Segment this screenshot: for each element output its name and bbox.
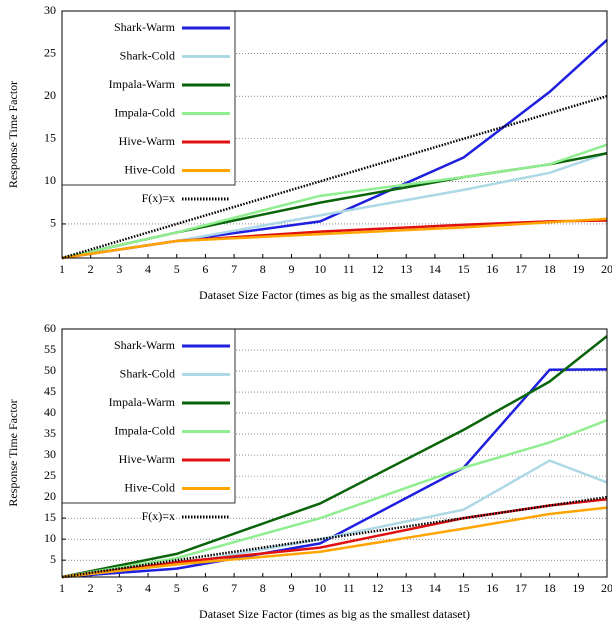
x-tick-label: 8	[260, 581, 266, 595]
plot-frame	[61, 10, 608, 259]
y-tick-label: 50	[44, 363, 56, 377]
y-tick-label: 25	[44, 468, 56, 482]
x-tick-label: 2	[88, 581, 94, 595]
x-tick-label: 12	[372, 581, 384, 595]
legend-label: Hive-Warm	[119, 134, 176, 148]
legend-label: Hive-Cold	[124, 480, 175, 494]
x-tick-label: 20	[601, 262, 612, 276]
x-tick-label: 2	[88, 262, 94, 276]
x-tick-label: 19	[572, 262, 584, 276]
series-line	[61, 217, 608, 260]
x-tick-label: 5	[174, 262, 180, 276]
series-line	[61, 495, 608, 579]
legend-label: Impala-Cold	[114, 105, 175, 119]
x-tick-label: 17	[515, 581, 527, 595]
x-tick-label: 3	[116, 262, 122, 276]
y-axis-label: Response Time Factor	[6, 81, 20, 188]
x-tick-label: 15	[458, 262, 470, 276]
x-tick-label: 11	[343, 262, 355, 276]
y-tick-label: 10	[44, 531, 56, 545]
x-tick-label: 15	[458, 581, 470, 595]
y-tick-label: 15	[44, 510, 56, 524]
x-tick-label: 12	[372, 262, 384, 276]
x-tick-label: 6	[202, 581, 208, 595]
legend-label: Shark-Warm	[114, 20, 176, 34]
x-tick-label: 16	[486, 581, 498, 595]
x-axis-label: Dataset Size Factor (times as big as the…	[199, 607, 470, 621]
legend-label: Shark-Cold	[120, 48, 175, 62]
legend-box	[61, 10, 236, 186]
legend-label: Hive-Warm	[119, 452, 176, 466]
y-tick-label: 30	[44, 447, 56, 461]
series-line	[61, 94, 608, 260]
legend-label: Impala-Cold	[114, 423, 175, 437]
y-tick-label: 55	[44, 342, 56, 356]
x-tick-label: 18	[544, 581, 556, 595]
x-tick-label: 10	[314, 581, 326, 595]
x-tick-label: 8	[260, 262, 266, 276]
x-tick-label: 14	[429, 262, 441, 276]
legend-label: Impala-Warm	[109, 77, 176, 91]
x-tick-label: 18	[544, 262, 556, 276]
x-tick-label: 10	[314, 262, 326, 276]
y-tick-label: 5	[50, 552, 56, 566]
legend-label: F(x)=x	[142, 191, 175, 205]
legend-label: F(x)=x	[142, 509, 175, 523]
x-tick-label: 20	[601, 581, 612, 595]
x-tick-label: 5	[174, 581, 180, 595]
series-line	[61, 368, 608, 579]
y-tick-label: 20	[44, 88, 56, 102]
plot-frame	[61, 328, 608, 578]
x-tick-label: 9	[288, 262, 294, 276]
legend-box	[61, 328, 236, 504]
x-tick-label: 14	[429, 581, 441, 595]
legend-label: Hive-Cold	[124, 162, 175, 176]
y-tick-label: 20	[44, 489, 56, 503]
legend-label: Impala-Warm	[109, 395, 176, 409]
y-tick-label: 40	[44, 405, 56, 419]
series-line	[61, 143, 608, 260]
x-tick-label: 7	[231, 262, 237, 276]
x-tick-label: 4	[145, 262, 151, 276]
series-line	[61, 335, 608, 579]
y-tick-label: 10	[44, 173, 56, 187]
x-tick-label: 13	[400, 581, 412, 595]
x-tick-label: 3	[116, 581, 122, 595]
x-tick-label: 6	[202, 262, 208, 276]
legend-label: Shark-Cold	[120, 366, 175, 380]
x-tick-label: 1	[59, 262, 65, 276]
series-line	[61, 419, 608, 579]
y-tick-label: 35	[44, 426, 56, 440]
y-tick-label: 25	[44, 45, 56, 59]
y-tick-label: 45	[44, 384, 56, 398]
x-tick-label: 9	[288, 581, 294, 595]
x-tick-label: 17	[515, 262, 527, 276]
y-tick-label: 60	[44, 321, 56, 335]
x-tick-label: 7	[231, 581, 237, 595]
x-tick-label: 19	[572, 581, 584, 595]
y-axis-label: Response Time Factor	[6, 399, 20, 506]
x-tick-label: 4	[145, 581, 151, 595]
x-tick-label: 11	[343, 581, 355, 595]
x-tick-label: 16	[486, 262, 498, 276]
series-line	[61, 506, 608, 579]
y-tick-label: 5	[50, 216, 56, 230]
y-tick-label: 15	[44, 131, 56, 145]
y-tick-label: 30	[44, 3, 56, 17]
x-axis-label: Dataset Size Factor (times as big as the…	[199, 288, 470, 302]
x-tick-label: 13	[400, 262, 412, 276]
legend-label: Shark-Warm	[114, 338, 176, 352]
x-tick-label: 1	[59, 581, 65, 595]
